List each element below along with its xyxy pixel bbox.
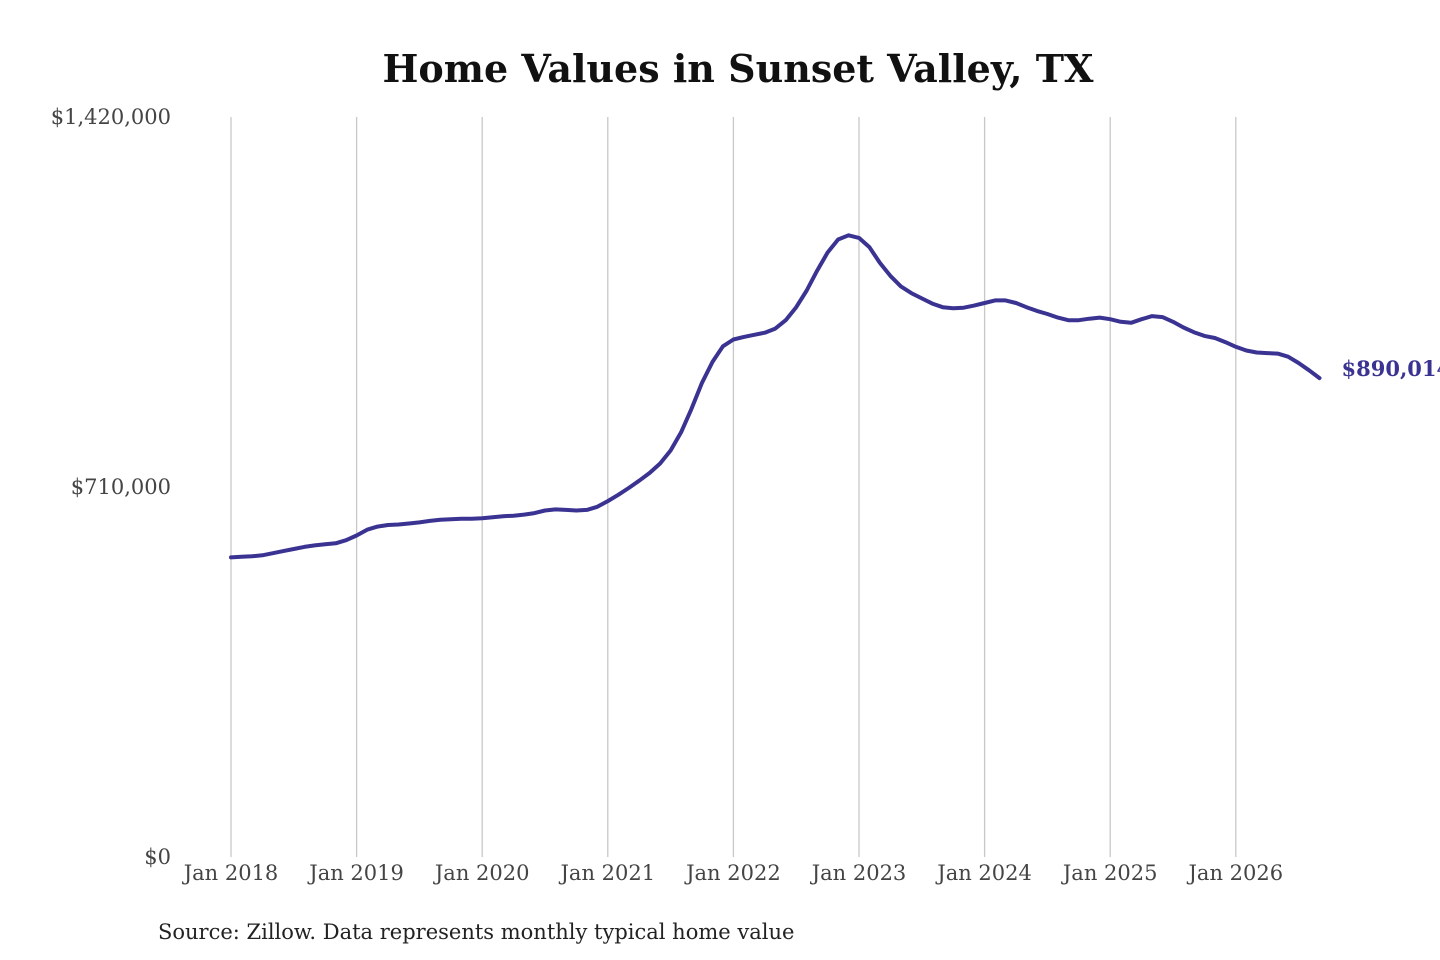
y-axis: $0 $710,000 $1,420,000 [51,105,171,869]
x-tick-label: Jan 2020 [433,861,530,885]
grid-lines [230,117,1237,857]
x-tick-label: Jan 2025 [1061,861,1158,885]
x-tick-label: Jan 2022 [684,861,781,885]
series-line [229,233,1322,560]
x-tick-label: Jan 2018 [182,861,279,885]
x-tick-label: Jan 2019 [307,861,404,885]
x-axis: Jan 2018 Jan 2019 Jan 2020 Jan 2021 Jan 2022… [182,861,1283,885]
x-tick-label: Jan 2026 [1187,861,1284,885]
y-tick-label: $0 [144,845,171,869]
end-value-label: $890,014 [1342,356,1440,381]
y-tick-label: $710,000 [71,475,171,499]
source-note: Source: Zillow. Data represents monthly … [158,920,794,944]
x-tick-label: Jan 2024 [935,861,1032,885]
chart-title: Home Values in Sunset Valley, TX [382,46,1094,91]
y-tick-label: $1,420,000 [51,105,171,129]
x-tick-label: Jan 2021 [559,861,656,885]
x-tick-label: Jan 2023 [810,861,907,885]
